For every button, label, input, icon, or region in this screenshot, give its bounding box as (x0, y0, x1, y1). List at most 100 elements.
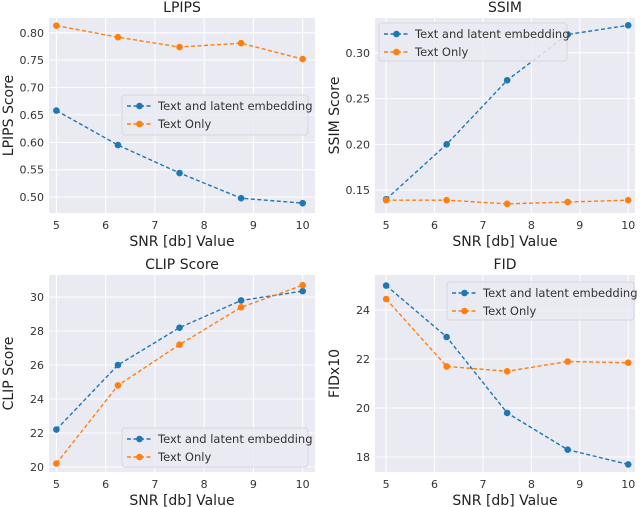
legend-label: Text Only (482, 304, 536, 318)
data-point (503, 76, 511, 84)
data-point (443, 363, 450, 370)
y-tick-label: 0.15 (346, 184, 371, 197)
subplot-ssim: 5 6 7 8 9 10 0.15 0.20 0.25 0.30 SSIM SNR [db] Valu… (327, 0, 635, 250)
data-point (443, 196, 450, 204)
y-tick-label: 30 (30, 291, 44, 304)
y-tick-label: 0.25 (346, 93, 371, 106)
legend-label: Text and latent embedding (414, 27, 570, 41)
x-tick-label: 10 (621, 478, 635, 491)
data-point (114, 382, 122, 389)
data-point (382, 196, 390, 204)
data-point (624, 22, 632, 29)
legend-marker (461, 289, 468, 297)
x-tick-label: 8 (528, 478, 535, 491)
x-tick-label: 6 (431, 219, 438, 232)
x-tick-label: 9 (576, 478, 583, 491)
x-tick-label: 5 (53, 219, 60, 232)
x-tick-label: 9 (250, 219, 257, 232)
data-point (176, 324, 183, 331)
x-tick-label: 7 (479, 478, 486, 491)
data-point (237, 297, 245, 304)
x-tick-label: 5 (53, 478, 60, 491)
y-axis-label: LPIPS Score (1, 75, 17, 156)
x-tick-label: 6 (102, 219, 109, 232)
x-tick-label: 10 (296, 219, 310, 232)
x-tick-label: 10 (621, 219, 635, 232)
data-point (53, 426, 60, 433)
legend: Text and latent embedding Text Only (121, 427, 313, 468)
x-tick-label: 5 (383, 478, 390, 491)
x-axis-label: SNR [db] Value (452, 493, 557, 507)
y-tick-label: 24 (30, 393, 44, 406)
x-tick-label: 7 (479, 219, 486, 232)
y-tick-label: 0.70 (20, 82, 45, 95)
data-point (624, 461, 632, 468)
y-tick-label: 20 (30, 461, 44, 474)
chart-title: SSIM (488, 0, 522, 16)
y-tick-label: 22 (30, 427, 44, 440)
legend-marker (136, 453, 143, 461)
data-point (299, 287, 306, 295)
x-tick-label: 6 (102, 478, 109, 491)
x-tick-label: 7 (151, 219, 158, 232)
y-tick-label: 20 (356, 402, 370, 415)
data-point (564, 198, 572, 206)
series-line-text-only (386, 199, 629, 205)
chart-title: CLIP Score (145, 257, 219, 273)
y-tick-label: 0.60 (20, 136, 45, 149)
subplot-clip-score: 5 6 7 8 9 10 20 22 24 26 28 30 CLIP Score SNR [db] Va… (1, 257, 315, 507)
legend: Text and latent embedding Text Only (121, 94, 313, 136)
data-point (114, 141, 122, 149)
x-axis-label: SNR [db] Value (452, 234, 557, 250)
x-tick-label: 8 (201, 219, 208, 232)
legend-box (446, 281, 635, 321)
legend-box (121, 427, 309, 468)
y-tick-label: 0.75 (20, 54, 45, 67)
y-tick-label: 18 (356, 451, 370, 464)
legend-label: Text Only (157, 450, 211, 464)
y-axis-label: FIDx10 (327, 349, 343, 398)
data-point (443, 141, 450, 148)
chart-title: FID (494, 257, 517, 273)
legend: Text and latent embedding Text Only (446, 281, 638, 321)
legend-marker (136, 120, 143, 128)
x-tick-label: 7 (151, 478, 158, 491)
legend-marker (393, 48, 400, 56)
data-point (564, 446, 572, 454)
y-tick-label: 0.55 (20, 164, 45, 177)
y-tick-label: 0.65 (20, 109, 45, 122)
data-point (114, 33, 122, 41)
data-point (624, 359, 632, 367)
series-line-text-only (55, 284, 303, 464)
legend-box (378, 22, 568, 62)
data-point (53, 107, 60, 114)
data-point (624, 196, 632, 204)
data-point (53, 22, 60, 29)
data-point (503, 409, 511, 417)
series-line-text-and-latent (55, 290, 303, 431)
data-point (53, 460, 60, 467)
data-point (443, 333, 450, 341)
x-tick-label: 8 (201, 478, 208, 491)
y-tick-label: 24 (356, 304, 370, 317)
y-tick-label: 26 (30, 359, 44, 372)
data-point (176, 341, 183, 348)
y-tick-label: 0.50 (20, 191, 45, 204)
legend-marker (461, 307, 468, 315)
legend-box (121, 94, 309, 136)
x-tick-label: 9 (576, 219, 583, 232)
subplot-lpips: 5 6 7 8 9 10 0.50 0.55 0.60 0.65 0.70 0.75 0.80 LPIPS… (1, 0, 315, 250)
data-point (503, 367, 511, 375)
x-axis-label: SNR [db] Value (129, 493, 234, 507)
x-tick-label: 6 (431, 478, 438, 491)
y-tick-label: 22 (356, 353, 370, 366)
y-tick-label: 28 (30, 325, 44, 338)
data-point (299, 55, 306, 63)
data-point (382, 282, 390, 289)
y-axis-label: SSIM Score (327, 77, 343, 155)
legend-marker (136, 102, 143, 110)
y-tick-label: 0.20 (346, 138, 371, 151)
data-point (564, 358, 572, 365)
y-tick-label: 0.80 (20, 27, 45, 40)
